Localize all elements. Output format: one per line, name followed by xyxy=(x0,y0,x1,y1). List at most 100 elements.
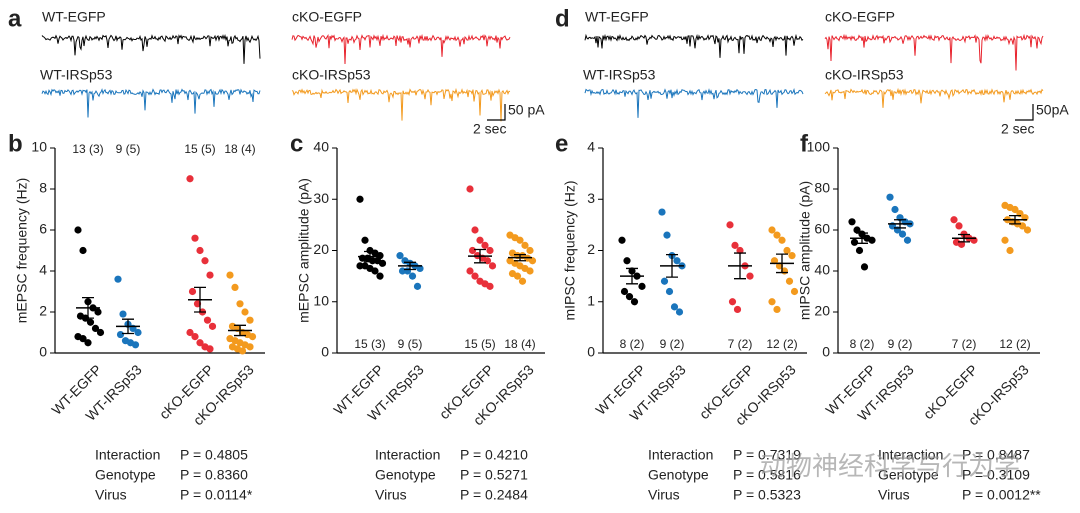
data-point xyxy=(248,333,257,341)
data-point xyxy=(208,322,217,330)
n-label: 8 (2) xyxy=(620,337,645,351)
n-label: 9 (2) xyxy=(888,337,913,351)
data-point xyxy=(736,246,744,255)
panel-letter: d xyxy=(555,5,570,32)
stat-value: P = 0.4805 xyxy=(180,447,248,463)
data-point xyxy=(226,271,234,279)
trace xyxy=(291,87,511,122)
data-point xyxy=(468,246,477,255)
error-bar xyxy=(122,318,134,335)
data-point xyxy=(848,218,856,226)
data-point xyxy=(86,318,95,326)
scale-bar-label: 50 pA xyxy=(508,102,545,118)
data-point xyxy=(396,252,404,260)
trace xyxy=(824,33,1044,71)
data-point xyxy=(356,262,364,270)
data-point xyxy=(788,252,796,260)
stat-label: Interaction xyxy=(95,447,160,463)
data-point xyxy=(466,185,474,193)
data-point xyxy=(488,262,497,270)
n-label: 8 (2) xyxy=(850,337,875,351)
data-point xyxy=(731,241,739,249)
y-tick-label: 0 xyxy=(39,344,47,360)
trace-label: cKO-IRSp53 xyxy=(825,67,904,83)
data-point xyxy=(368,257,377,265)
y-tick-label: 6 xyxy=(39,221,47,237)
data-point xyxy=(481,241,489,249)
data-point xyxy=(74,226,82,234)
data-point xyxy=(853,226,861,234)
data-point xyxy=(1001,236,1009,244)
panel-letter: b xyxy=(8,130,23,157)
trace xyxy=(584,33,804,58)
error-bar xyxy=(404,261,416,271)
n-label: 15 (5) xyxy=(464,337,495,351)
stat-value: P = 0.4210 xyxy=(460,447,528,463)
stat-value: P = 0.8360 xyxy=(180,467,248,483)
stat-label: Virus xyxy=(648,487,680,503)
data-point xyxy=(855,246,864,255)
scale-bar xyxy=(487,104,506,121)
trace xyxy=(824,87,1044,108)
n-label: 18 (4) xyxy=(224,142,255,156)
trace xyxy=(291,33,511,65)
y-tick-label: 100 xyxy=(807,139,831,155)
data-point xyxy=(950,216,958,224)
y-tick-label: 80 xyxy=(814,180,830,196)
n-label: 15 (3) xyxy=(354,337,385,351)
data-point xyxy=(191,333,199,341)
y-tick-label: 1 xyxy=(587,292,595,308)
data-point xyxy=(790,287,799,296)
y-tick-label: 10 xyxy=(31,139,47,155)
data-point xyxy=(203,316,212,324)
data-point xyxy=(886,193,894,201)
error-bar xyxy=(82,297,94,319)
data-point xyxy=(356,195,364,203)
data-point xyxy=(94,308,102,316)
y-tick-label: 4 xyxy=(587,139,595,155)
data-point xyxy=(196,339,204,347)
data-point xyxy=(186,328,194,337)
data-point xyxy=(378,259,387,267)
data-point xyxy=(850,238,859,246)
data-point xyxy=(231,283,239,291)
y-tick-label: 2 xyxy=(587,241,595,257)
data-point xyxy=(733,305,742,314)
y-tick-label: 40 xyxy=(313,139,329,155)
data-point xyxy=(116,330,125,339)
panel-letter: f xyxy=(800,130,809,157)
stat-value: P = 0.0012** xyxy=(962,487,1041,503)
stat-value: P = 0.8487 xyxy=(962,447,1030,463)
data-point xyxy=(79,246,87,255)
trace-label: WT-IRSp53 xyxy=(583,67,656,83)
data-point xyxy=(238,347,247,355)
data-point xyxy=(134,328,142,337)
y-tick-label: 2 xyxy=(39,303,47,319)
data-point xyxy=(630,298,639,306)
data-point xyxy=(466,267,474,275)
data-point xyxy=(673,257,681,265)
n-label: 9 (2) xyxy=(660,337,685,351)
data-point xyxy=(1023,226,1032,234)
error-bar xyxy=(194,286,206,313)
y-tick-label: 3 xyxy=(587,190,595,206)
data-point xyxy=(516,236,524,244)
y-tick-label: 4 xyxy=(39,262,47,278)
data-point xyxy=(728,298,737,306)
stat-label: Virus xyxy=(878,487,910,503)
data-point xyxy=(625,293,634,301)
data-point xyxy=(471,226,479,234)
data-point xyxy=(775,262,784,270)
panel-letter: a xyxy=(8,5,22,32)
trace-label: cKO-EGFP xyxy=(292,9,362,25)
panel-letter: e xyxy=(555,130,568,157)
stat-label: Interaction xyxy=(648,447,713,463)
stat-value: P = 0.3109 xyxy=(962,467,1030,483)
watermark: 动物神经科学与行为学 xyxy=(760,451,1020,481)
stat-value: P = 0.7319 xyxy=(733,447,801,463)
data-point xyxy=(1011,205,1019,214)
data-point xyxy=(408,272,417,280)
stat-label: Virus xyxy=(95,487,127,503)
trace-label: WT-EGFP xyxy=(585,9,649,25)
data-point xyxy=(206,271,214,279)
